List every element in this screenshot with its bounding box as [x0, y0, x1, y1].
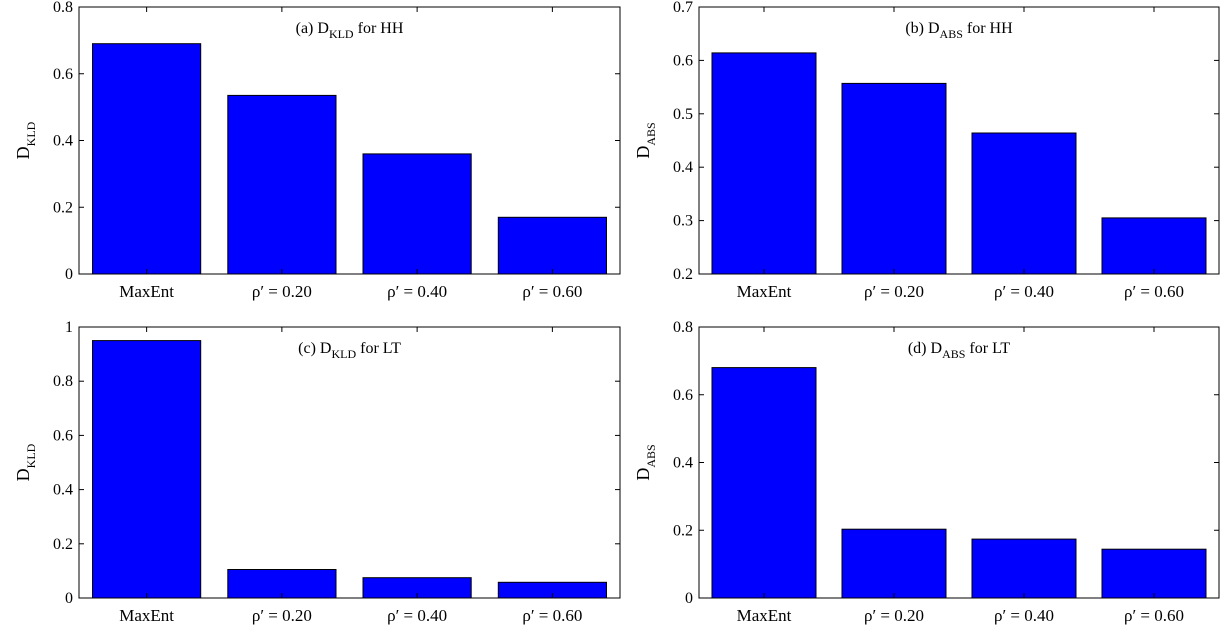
y-axis-label-main: D — [13, 146, 33, 159]
y-axis-label-main: D — [633, 468, 653, 481]
category-label: MaxEnt — [737, 282, 792, 301]
bar-1 — [227, 94, 337, 275]
chart-title-subscript: ABS — [942, 347, 965, 361]
ytick-label: 1 — [65, 319, 73, 336]
bar-3 — [497, 216, 607, 275]
ytick-label: 0.6 — [673, 52, 693, 69]
bar-0 — [711, 367, 817, 599]
chart-title-subscript: KLD — [331, 347, 356, 361]
ytick-label: 0.4 — [53, 482, 73, 499]
y-axis-label-subscript: KLD — [24, 121, 38, 146]
category-label: ρ′ = 0.60 — [1124, 282, 1184, 301]
chart-panel-1: 0.2 0.3 0.4 0.5 0.6 0.7 MaxEnt ρ′ = 0.20 ρ′ = 0.… — [633, 0, 1220, 301]
ytick-label: 0.8 — [53, 0, 73, 16]
category-label: ρ′ = 0.40 — [387, 606, 447, 625]
ytick-label: 0.6 — [673, 387, 693, 404]
bar-0 — [92, 43, 202, 275]
ytick-label: 0 — [65, 266, 73, 283]
chart-panel-2: 0 0.2 0.4 0.6 0.8 1 MaxEnt ρ′ = 0.20 ρ′ = 0.40 ρ′… — [13, 319, 621, 625]
y-axis-label-subscript: ABS — [644, 444, 658, 467]
chart-title-main: (b) D — [905, 20, 939, 37]
ytick-label: 0.6 — [53, 427, 73, 444]
category-label: ρ′ = 0.40 — [994, 606, 1054, 625]
category-label: ρ′ = 0.20 — [864, 606, 924, 625]
chart-title-subscript: KLD — [329, 27, 354, 41]
category-label: ρ′ = 0.20 — [252, 282, 312, 301]
ytick-label: 0.7 — [673, 0, 693, 16]
chart-title-tail: for HH — [963, 20, 1013, 37]
ytick-label: 0.2 — [53, 199, 73, 216]
y-axis-label: DABS — [633, 444, 658, 480]
ytick-label: 0.2 — [673, 522, 693, 539]
ytick-label: 0.3 — [673, 213, 693, 230]
y-axis-label: DABS — [633, 122, 658, 158]
chart-title: (b) DABS for HH — [905, 20, 1013, 41]
y-axis-label: DKLD — [13, 121, 38, 159]
ytick-label: 0.8 — [53, 373, 73, 390]
chart-title-main: (d) D — [908, 340, 942, 357]
axes-box — [78, 326, 621, 599]
ytick-label: 0.4 — [53, 133, 73, 150]
y-axis-label-subscript: KLD — [24, 443, 38, 468]
ytick-label: 0 — [65, 590, 73, 607]
ytick-label: 0.6 — [53, 66, 73, 83]
chart-title-tail: for LT — [356, 340, 401, 357]
category-label: ρ′ = 0.60 — [1124, 606, 1184, 625]
bar-0 — [711, 52, 817, 275]
chart-panel-0: 0 0.2 0.4 0.6 0.8 MaxEnt ρ′ = 0.20 ρ′ = 0.40 ρ′ … — [13, 0, 621, 301]
bar-3 — [1101, 548, 1207, 599]
y-axis-label-main: D — [633, 146, 653, 159]
ytick-label: 0 — [685, 590, 693, 607]
category-label: MaxEnt — [119, 282, 174, 301]
chart-title-main: (a) D — [296, 20, 329, 37]
category-label: ρ′ = 0.60 — [522, 282, 582, 301]
ytick-label: 0.2 — [673, 266, 693, 283]
bar-1 — [841, 528, 947, 599]
category-label: MaxEnt — [119, 606, 174, 625]
chart-title: (c) DKLD for LT — [298, 340, 401, 361]
category-label: ρ′ = 0.20 — [252, 606, 312, 625]
axes-box — [698, 6, 1220, 275]
category-label: ρ′ = 0.40 — [387, 282, 447, 301]
chart-title-tail: for HH — [354, 20, 404, 37]
ytick-label: 0.4 — [673, 159, 693, 176]
category-label: ρ′ = 0.60 — [522, 606, 582, 625]
chart-title-subscript: ABS — [940, 27, 963, 41]
y-axis-label: DKLD — [13, 443, 38, 481]
category-label: ρ′ = 0.20 — [864, 282, 924, 301]
category-label: MaxEnt — [737, 606, 792, 625]
ytick-label: 0.8 — [673, 319, 693, 336]
ytick-label: 0.5 — [673, 106, 693, 123]
bar-2 — [971, 538, 1077, 599]
bar-2 — [362, 153, 472, 275]
bar-3 — [1101, 217, 1207, 275]
ytick-label: 0.2 — [53, 536, 73, 553]
y-axis-label-main: D — [13, 468, 33, 481]
y-axis-label-subscript: ABS — [644, 122, 658, 145]
chart-title: (d) DABS for LT — [908, 340, 1011, 361]
bar-2 — [971, 132, 1077, 275]
bar-1 — [841, 82, 947, 275]
chart-title-main: (c) D — [298, 340, 331, 357]
chart-title-tail: for LT — [965, 340, 1010, 357]
ytick-label: 0.4 — [673, 455, 693, 472]
chart-title: (a) DKLD for HH — [296, 20, 404, 41]
category-label: ρ′ = 0.40 — [994, 282, 1054, 301]
bar-0 — [92, 340, 202, 599]
chart-panel-3: 0 0.2 0.4 0.6 0.8 MaxEnt ρ′ = 0.20 ρ′ = 0.40 ρ′ … — [633, 319, 1220, 625]
